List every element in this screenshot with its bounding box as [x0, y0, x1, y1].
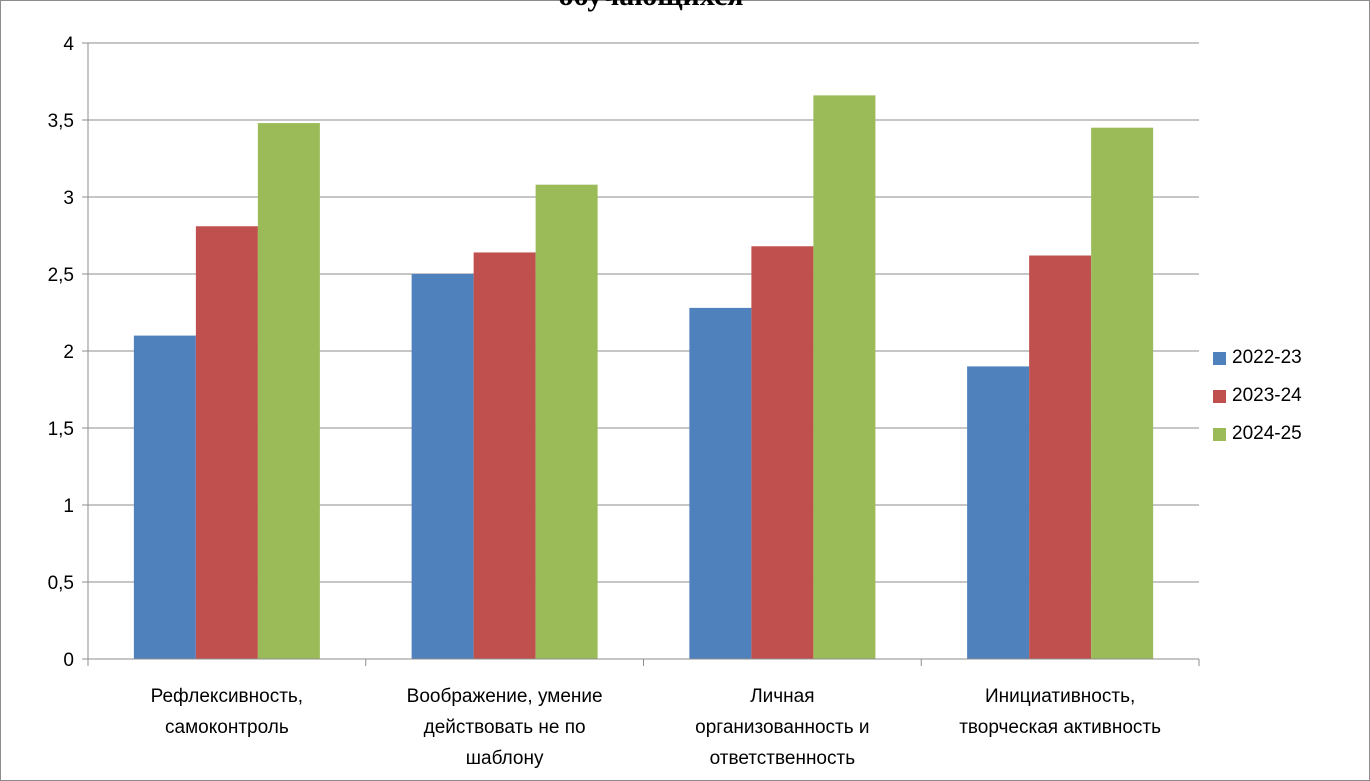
y-tick-label: 1 — [63, 496, 74, 517]
legend-item: 2024-25 — [1213, 415, 1302, 453]
x-category-label: действовать не по — [424, 717, 586, 738]
bar-2024-25 — [535, 184, 598, 659]
y-tick-label: 0,5 — [48, 573, 74, 594]
bar-2022-23 — [689, 307, 752, 659]
y-tick-label: 2,5 — [48, 265, 74, 286]
bar-2022-23 — [967, 366, 1030, 659]
legend-label: 2024-25 — [1232, 423, 1302, 444]
x-category-label: Воображение, умение — [407, 686, 603, 707]
bar-2024-25 — [257, 123, 320, 659]
legend-label: 2022-23 — [1232, 347, 1302, 368]
bar-2024-25 — [813, 95, 876, 660]
legend-swatch — [1213, 351, 1226, 365]
legend-item: 2023-24 — [1213, 377, 1302, 415]
legend-swatch — [1213, 389, 1226, 403]
legend-item: 2022-23 — [1213, 339, 1302, 377]
y-tick-label: 0 — [63, 650, 74, 671]
y-tick-label: 3 — [63, 188, 74, 209]
bars — [133, 95, 1154, 660]
x-category-label: самоконтроль — [165, 717, 289, 738]
legend-label: 2023-24 — [1232, 385, 1302, 406]
chart-title: обучающихся — [1, 0, 1301, 13]
bar-2022-23 — [411, 274, 474, 659]
bar-2023-24 — [195, 226, 258, 659]
bar-2024-25 — [1091, 127, 1154, 659]
y-tick-label: 4 — [63, 34, 74, 55]
x-category-label: творческая активность — [959, 717, 1161, 738]
x-category-label: шаблону — [466, 748, 544, 769]
x-category-label: Инициативность, — [985, 686, 1135, 707]
x-category-label: Рефлексивность, — [151, 686, 303, 707]
legend-swatch — [1213, 427, 1226, 441]
legend: 2022-23 2023-24 2024-25 — [1213, 339, 1302, 453]
bar-2023-24 — [751, 246, 814, 659]
axis-labels: 0 0,5 1 1,5 2 2,5 3 3,5 4 Рефлексивность, самоконт… — [48, 34, 1162, 769]
y-tick-label: 3,5 — [48, 111, 74, 132]
x-category-label: организованность и — [695, 717, 869, 738]
x-category-label: ответственность — [710, 748, 856, 769]
axes — [82, 42, 1200, 666]
bar-2023-24 — [1029, 255, 1092, 659]
x-category-label: Личная — [750, 686, 814, 707]
y-tick-label: 2 — [63, 342, 74, 363]
bar-2022-23 — [133, 335, 196, 659]
y-tick-label: 1,5 — [48, 419, 74, 440]
bar-2023-24 — [473, 252, 536, 659]
